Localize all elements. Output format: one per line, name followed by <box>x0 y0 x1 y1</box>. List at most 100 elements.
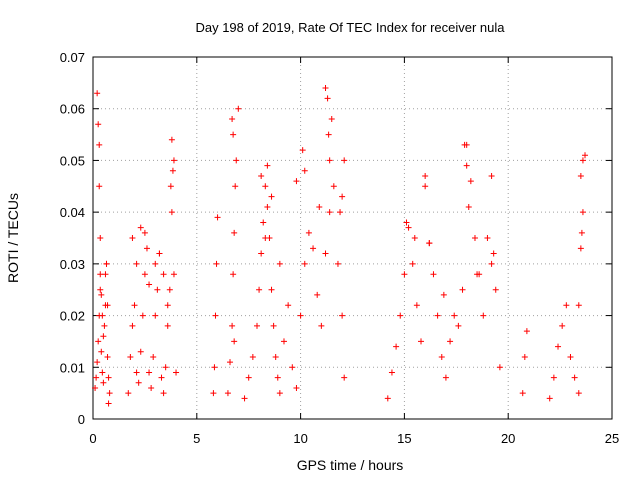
data-point <box>461 141 468 148</box>
data-point <box>563 302 570 309</box>
data-point <box>97 286 104 293</box>
data-point <box>293 384 300 391</box>
data-point <box>227 359 234 366</box>
data-point <box>167 183 174 190</box>
y-tick-label: 0.02 <box>60 309 85 324</box>
data-point <box>519 390 526 397</box>
data-point <box>258 250 265 257</box>
data-point <box>409 260 416 267</box>
data-point <box>575 302 582 309</box>
data-point <box>577 172 584 179</box>
data-point <box>326 157 333 164</box>
data-point <box>164 322 171 329</box>
data-point <box>139 312 146 319</box>
data-point <box>474 271 481 278</box>
data-point <box>401 271 408 278</box>
data-point <box>106 390 113 397</box>
y-tick-label: 0.05 <box>60 153 85 168</box>
data-point <box>241 395 248 402</box>
data-point <box>393 343 400 350</box>
data-point <box>268 193 275 200</box>
data-point <box>488 260 495 267</box>
data-point <box>105 400 112 407</box>
data-point <box>559 322 566 329</box>
data-point <box>129 235 136 241</box>
data-point <box>104 302 111 309</box>
data-point <box>137 224 144 231</box>
data-point <box>546 395 553 402</box>
data-point <box>231 338 238 345</box>
data-point <box>422 183 429 190</box>
data-point <box>150 353 157 360</box>
y-tick-label: 0.06 <box>60 102 85 117</box>
y-tick-label: 0.03 <box>60 257 85 272</box>
data-point <box>133 369 140 376</box>
data-point <box>326 209 333 216</box>
data-point <box>299 147 306 154</box>
data-point <box>322 250 329 257</box>
data-point <box>154 286 161 293</box>
data-point <box>94 90 101 97</box>
data-point <box>264 203 271 210</box>
data-point <box>490 250 497 257</box>
data-point <box>496 364 503 371</box>
data-point <box>301 167 308 174</box>
data-point <box>152 260 159 267</box>
data-point <box>447 338 454 345</box>
data-point <box>210 390 217 397</box>
data-point <box>310 245 317 252</box>
plot-frame <box>92 56 613 420</box>
data-points <box>92 85 589 407</box>
data-point <box>567 353 574 360</box>
data-point <box>260 219 267 226</box>
y-tick-label: 0 <box>78 412 85 427</box>
data-point <box>101 322 108 329</box>
data-point <box>262 235 269 241</box>
data-point <box>231 229 238 236</box>
data-point <box>550 374 557 381</box>
data-point <box>146 281 153 288</box>
data-point <box>440 291 447 298</box>
data-point <box>137 348 144 355</box>
data-point <box>99 369 106 376</box>
data-point <box>413 302 420 309</box>
data-point <box>459 286 466 293</box>
data-point <box>133 260 140 267</box>
data-point <box>480 312 487 319</box>
data-point <box>337 209 344 216</box>
data-point <box>230 271 237 278</box>
data-point <box>166 286 173 293</box>
chart-title: Day 198 of 2019, Rate Of TEC Index for r… <box>195 20 505 35</box>
data-point <box>289 364 296 371</box>
data-point <box>578 229 585 236</box>
data-point <box>297 312 304 319</box>
data-point <box>451 312 458 319</box>
data-point <box>141 229 148 236</box>
data-point <box>102 271 109 278</box>
data-point <box>95 121 102 128</box>
data-point <box>270 322 277 329</box>
data-point <box>324 95 331 102</box>
data-point <box>258 172 265 179</box>
data-point <box>254 322 261 329</box>
data-point <box>293 178 300 185</box>
data-point <box>426 240 433 247</box>
data-point <box>213 260 220 267</box>
data-point <box>99 312 106 319</box>
data-point <box>577 245 584 252</box>
data-point <box>156 250 163 257</box>
data-point <box>484 235 491 241</box>
x-tick-label: 20 <box>501 431 515 446</box>
data-point <box>325 131 332 138</box>
data-point <box>97 271 104 278</box>
data-point <box>95 338 102 345</box>
data-point <box>249 353 256 360</box>
data-point <box>471 235 478 241</box>
data-point <box>465 203 472 210</box>
data-point <box>264 162 271 169</box>
data-point <box>492 286 499 293</box>
data-point <box>214 214 221 221</box>
data-point <box>339 312 346 319</box>
data-point <box>235 105 242 112</box>
data-point <box>146 369 153 376</box>
